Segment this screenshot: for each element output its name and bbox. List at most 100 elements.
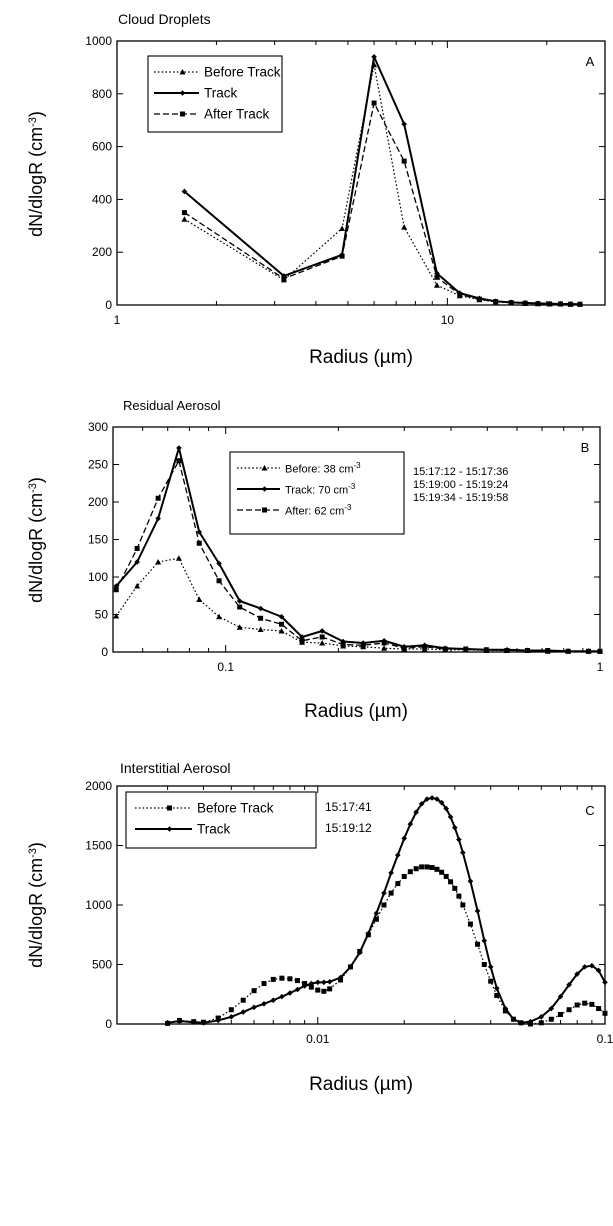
data-point (294, 978, 300, 984)
data-point (314, 979, 321, 986)
series-markers (113, 458, 603, 654)
panel-letter: A (586, 54, 595, 69)
data-point (463, 646, 469, 652)
data-point (452, 824, 458, 831)
data-point (401, 835, 408, 842)
x-tick-label: 10 (441, 313, 455, 327)
series-line (115, 557, 600, 652)
timestamp-annotation: 15:19:34 - 15:19:58 (413, 492, 508, 504)
panel-letter: B (581, 440, 590, 455)
data-point (581, 964, 588, 970)
x-tick-label: 0.01 (306, 1032, 330, 1046)
data-point (258, 615, 264, 621)
data-point (236, 624, 243, 630)
x-axis-label: Radius (µm) (309, 347, 413, 368)
y-axis-label: dN/dlogR (cm-3) (26, 477, 46, 603)
y-tick-label: 1000 (85, 898, 112, 912)
y-tick-label: 800 (92, 87, 112, 101)
series-line (167, 866, 606, 1025)
y-tick-label: 0 (101, 645, 108, 659)
y-tick-label: 200 (92, 245, 112, 259)
data-point (589, 962, 595, 969)
legend: Before: 38 cm-3 Track: 70 cm-3 After: 62 c… (229, 451, 405, 535)
data-point (340, 642, 346, 647)
legend: Before Track Track (125, 791, 317, 849)
plot-frame (116, 40, 606, 306)
panel-title: Cloud Droplets (118, 11, 211, 27)
data-point (429, 865, 435, 871)
legend-marker (179, 69, 186, 75)
data-point (164, 1020, 171, 1026)
legend-marker (179, 90, 186, 96)
series-markers (164, 795, 608, 1026)
legend-label: Before Track (197, 801, 274, 816)
data-point (340, 638, 346, 645)
data-point (395, 881, 401, 887)
legend-marker (262, 507, 267, 513)
data-point (365, 930, 372, 937)
data-point (251, 1004, 257, 1011)
data-point (457, 291, 463, 297)
data-point (438, 799, 445, 806)
legend-label: After Track (204, 107, 270, 122)
data-point (381, 645, 388, 651)
chart-panel-c: 0 500 1000 1500 2000 0.01 0.1 Before Track Track… (26, 760, 613, 1095)
data-point (574, 1002, 580, 1008)
data-point (327, 986, 333, 992)
data-point (373, 916, 379, 922)
data-point (595, 967, 602, 974)
data-point (281, 276, 287, 282)
series-line (184, 102, 580, 305)
data-point (278, 613, 285, 620)
data-point (597, 648, 603, 654)
data-point (557, 301, 563, 307)
data-point (476, 296, 482, 302)
data-point (113, 587, 119, 593)
data-point (281, 273, 287, 279)
data-point (261, 981, 267, 987)
legend-label: Track: 70 cm-3 (285, 482, 356, 496)
data-point (228, 1014, 235, 1020)
y-tick-label: 250 (88, 458, 108, 472)
panel-title: Residual Aerosol (123, 398, 221, 413)
timestamp-annotation: 15:19:00 - 15:19:24 (413, 479, 508, 491)
legend: Before Track Track After Track (147, 55, 283, 133)
data-point (315, 987, 321, 993)
data-point (360, 642, 366, 648)
data-point (413, 866, 419, 872)
data-point (439, 869, 445, 875)
data-point (181, 216, 188, 222)
y-axis-label: dN/dlogR (cm-3) (26, 111, 46, 237)
data-point (134, 559, 140, 565)
data-point (299, 638, 305, 644)
data-point (518, 1020, 524, 1026)
data-point (113, 583, 120, 589)
data-point (475, 941, 481, 947)
y-tick-label: 150 (88, 533, 108, 547)
y-tick-label: 400 (92, 192, 112, 206)
data-point (261, 1000, 267, 1007)
data-point (155, 495, 161, 501)
data-point (443, 805, 450, 812)
data-point (602, 979, 608, 986)
y-tick-label: 300 (88, 420, 108, 434)
data-point (196, 596, 203, 602)
data-point (228, 1007, 234, 1013)
data-point (577, 301, 583, 307)
data-point (270, 997, 277, 1003)
y-axis-label: dN/dlogR (cm-3) (26, 842, 46, 968)
data-point (190, 1019, 197, 1026)
data-point (418, 801, 425, 807)
data-point (424, 864, 430, 870)
y-tick-label: 1000 (85, 34, 112, 48)
legend-label: Before Track (204, 65, 281, 80)
data-point (373, 910, 380, 917)
data-point (481, 937, 488, 944)
data-point (488, 978, 494, 984)
x-axis-label: Radius (µm) (309, 1074, 413, 1095)
data-point (181, 188, 188, 195)
data-point (568, 301, 574, 307)
data-point (371, 54, 377, 60)
data-point (308, 980, 315, 987)
data-point (481, 962, 487, 967)
